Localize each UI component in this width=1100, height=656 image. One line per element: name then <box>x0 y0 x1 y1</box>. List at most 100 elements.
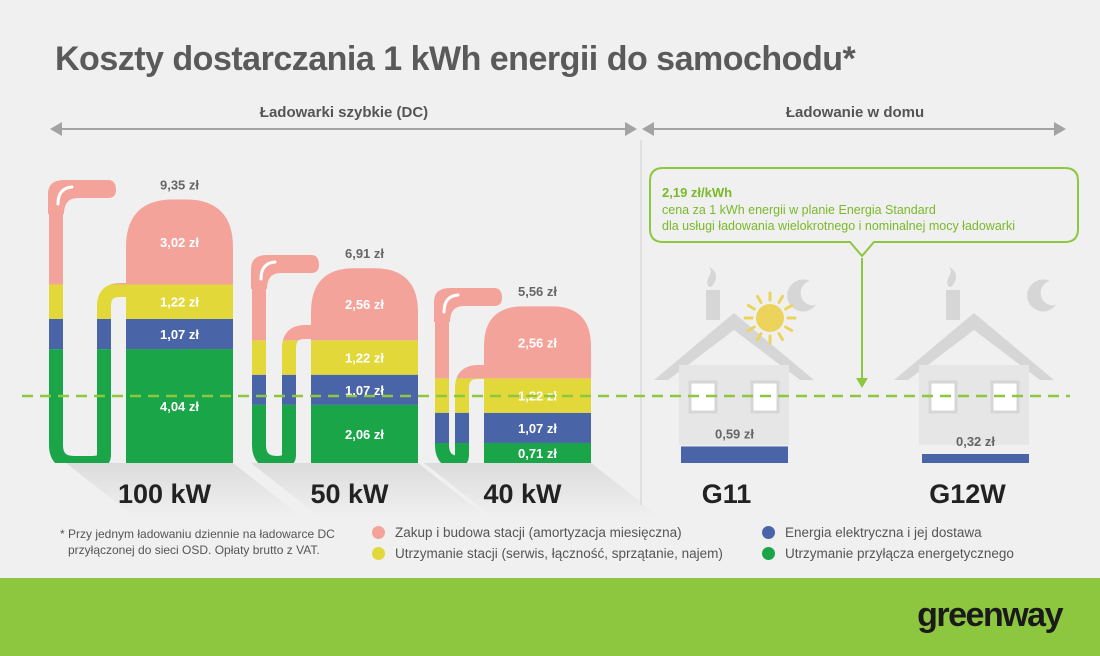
legend-label: Zakup i budowa stacji (amortyzacja miesi… <box>395 525 682 540</box>
bar-segment <box>484 306 591 379</box>
legend-item-maintenance: Utrzymanie stacji (serwis, łączność, spr… <box>372 546 723 561</box>
house-g12w <box>894 267 1056 445</box>
dc-range-arrow-right-head <box>625 122 637 136</box>
legend-swatch <box>762 526 775 539</box>
bar-shadow <box>424 463 661 518</box>
cable-segment <box>435 378 487 413</box>
bar-segment <box>126 284 233 319</box>
smoke <box>707 267 717 287</box>
sun-ray <box>784 325 794 332</box>
sun-ray <box>777 294 784 304</box>
bar-g12w <box>922 453 1029 463</box>
segment-label: 2,06 zł <box>345 427 384 442</box>
segment-label: 0,71 zł <box>518 446 557 461</box>
category-labels: 100 kW 50 kW 40 kW G11 G12W <box>118 479 1006 509</box>
segment-label: 1,07 zł <box>518 421 557 436</box>
bar-segment <box>484 378 591 413</box>
cable-part <box>49 318 111 350</box>
category-label: 50 kW <box>310 479 389 509</box>
callout-pointer <box>649 167 1079 388</box>
stacked-bars <box>126 199 1029 463</box>
cable-part <box>49 284 133 319</box>
cable-segment <box>49 349 111 463</box>
sun-ray <box>756 294 763 304</box>
bar-segment <box>126 318 233 350</box>
plug-highlight <box>56 185 74 206</box>
footnote-line1: * Przy jednym ładowaniu dziennie na łado… <box>60 527 335 541</box>
bar-shadow <box>251 463 488 518</box>
cable-top <box>50 183 111 200</box>
callout-line2: dla usługi ładowania wielokrotnego i nom… <box>662 219 1015 233</box>
segment-label: 1,22 zł <box>518 389 557 404</box>
category-label: G12W <box>929 479 1006 509</box>
total-label: 9,35 zł <box>160 177 199 192</box>
sun-disc <box>756 304 784 332</box>
section-label-home: Ładowanie w domu <box>786 104 924 121</box>
house-g11 <box>654 267 816 445</box>
bar-shadow <box>66 463 303 518</box>
legend-item-energy: Energia elektryczna i jej dostawa <box>762 525 982 540</box>
moon-icon <box>1027 279 1056 312</box>
callout-arrow-head <box>856 378 868 388</box>
segment-label: 1,22 zł <box>160 295 199 310</box>
chart-canvas: Ładowarki szybkie (DC) Ładowanie w domu 4… <box>22 104 1079 518</box>
plug-highlight <box>442 293 460 314</box>
bar-50-kw <box>311 268 418 463</box>
section-headers: Ładowarki szybkie (DC) Ładowanie w domu <box>50 104 1066 505</box>
segment-label: 2,56 zł <box>345 297 384 312</box>
moon-icon <box>787 279 816 312</box>
bar-segment <box>126 199 233 285</box>
segment-label: 1,07 zł <box>345 383 384 398</box>
dc-range-arrow-left-head <box>50 122 62 136</box>
cable-segment <box>49 199 131 285</box>
bar-segment <box>922 453 1029 463</box>
segment-label: 0,32 zł <box>956 434 995 449</box>
segment-label: 4,04 zł <box>160 399 199 414</box>
legend-swatch <box>762 547 775 560</box>
price-callout: 2,19 zł/kWh cena za 1 kWh energii w plan… <box>650 168 1075 242</box>
callout-price: 2,19 zł/kWh <box>662 185 733 200</box>
total-label: 6,91 zł <box>345 246 384 261</box>
cable-part <box>49 349 111 463</box>
cable-segment <box>49 284 133 319</box>
segment-label: 3,02 zł <box>160 235 199 250</box>
sun-icon <box>743 291 797 345</box>
legend-swatch <box>372 547 385 560</box>
footnote: * Przy jednym ładowaniu dziennie na łado… <box>60 526 335 558</box>
bar-40-kw <box>484 306 591 463</box>
house-illustrations <box>654 267 1056 445</box>
value-labels: 4,04 zł 1,07 zł 1,22 zł 3,02 zł 9,35 zł 2,06 … <box>160 177 995 461</box>
bar-g11 <box>681 446 788 463</box>
cable-segment <box>49 318 111 350</box>
segment-label: 2,56 zł <box>518 335 557 350</box>
segment-label: 1,22 zł <box>345 351 384 366</box>
legend-swatch <box>372 526 385 539</box>
legend-label: Utrzymanie przyłącza energetycznego <box>785 546 1014 561</box>
chimney <box>706 290 720 320</box>
chart-title: Koszty dostarczania 1 kWh energii do sam… <box>55 40 856 78</box>
cable-part <box>435 378 487 413</box>
category-label: 100 kW <box>118 479 212 509</box>
sun-ray <box>756 332 763 342</box>
section-label-dc: Ładowarki szybkie (DC) <box>260 104 428 121</box>
bar-100-kw <box>126 199 233 463</box>
bar-segment <box>681 446 788 463</box>
bar-segment <box>311 404 418 463</box>
smoke <box>947 267 957 287</box>
home-range-arrow-left-head <box>642 122 654 136</box>
bar-segment <box>311 340 418 375</box>
chimney <box>946 290 960 320</box>
callout-bubble <box>649 167 1079 258</box>
roof <box>894 313 1054 380</box>
sun-ray <box>784 304 794 311</box>
cable-part <box>49 199 131 285</box>
plug-highlight <box>259 260 277 281</box>
bar-segment <box>484 442 591 463</box>
footnote-line2: przyłączonej do sieci OSD. Opłaty brutto… <box>68 543 320 557</box>
total-label: 5,56 zł <box>518 284 557 299</box>
brand-logo: greenway <box>917 596 1063 634</box>
bar-shadows <box>66 463 661 518</box>
charger-cables <box>48 180 502 463</box>
bar-segment <box>311 374 418 405</box>
callout-line1: cena za 1 kWh energii w planie Energia S… <box>662 203 936 217</box>
